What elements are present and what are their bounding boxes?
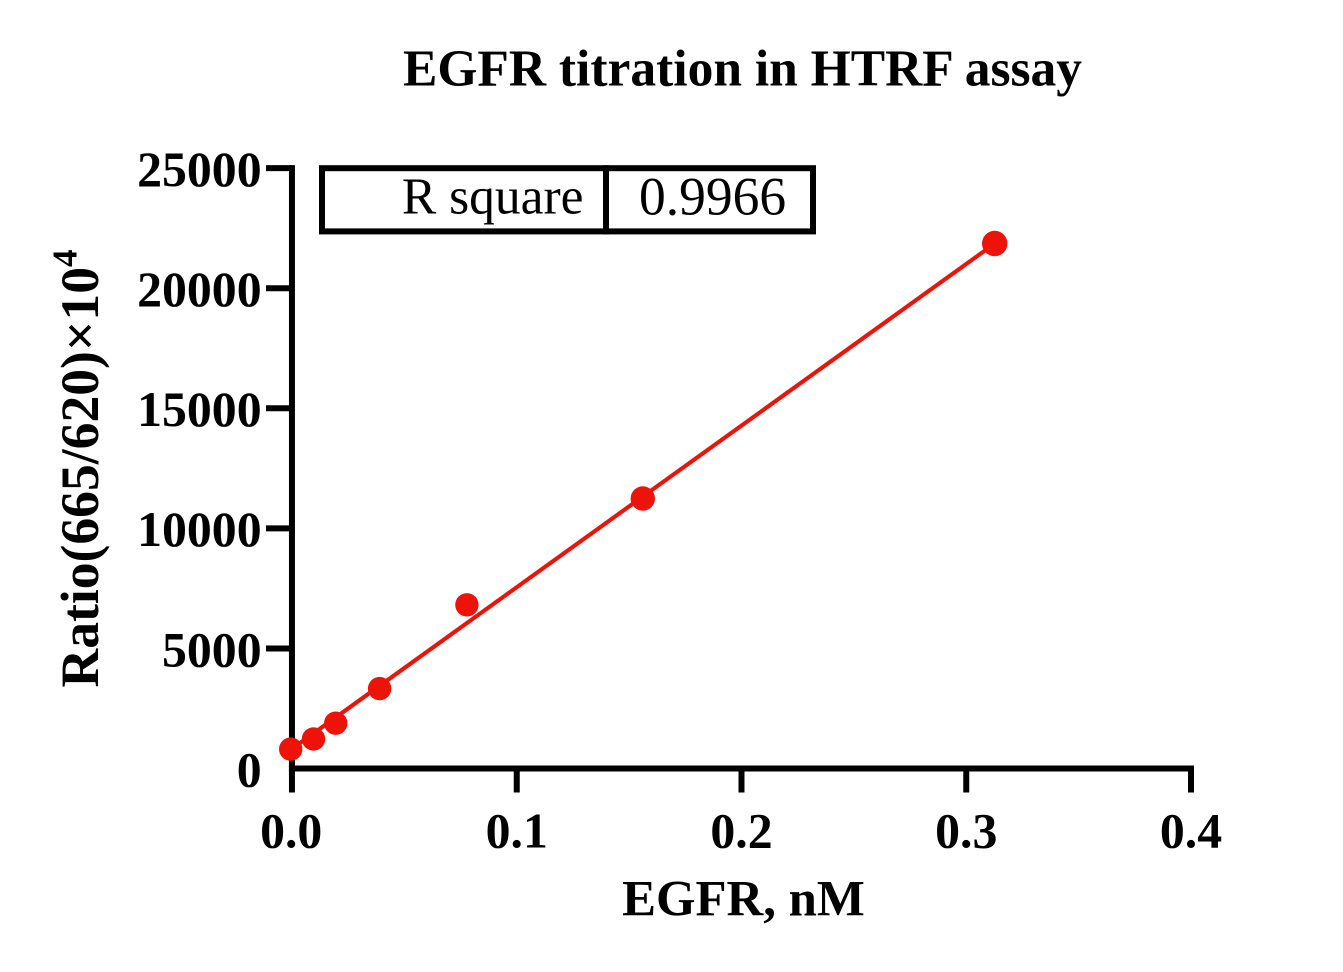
svg-text:0.4: 0.4	[1160, 803, 1222, 858]
svg-text:0.2: 0.2	[710, 803, 772, 858]
svg-text:20000: 20000	[137, 262, 262, 317]
svg-text:R square: R square	[402, 169, 584, 226]
svg-text:10000: 10000	[137, 502, 262, 557]
svg-text:EGFR titration in HTRF assay: EGFR titration in HTRF assay	[403, 40, 1082, 97]
svg-text:15000: 15000	[137, 382, 262, 437]
svg-text:0.3: 0.3	[935, 803, 997, 858]
svg-text:0.0: 0.0	[260, 803, 322, 858]
svg-text:0.1: 0.1	[486, 803, 548, 858]
svg-text:Ratio(665/620)×104: Ratio(665/620)×104	[46, 249, 111, 687]
svg-text:5000: 5000	[162, 622, 262, 677]
svg-text:0: 0	[237, 742, 262, 797]
svg-text:EGFR, nM: EGFR, nM	[622, 871, 865, 927]
svg-text:25000: 25000	[137, 142, 262, 197]
svg-text:0.9966: 0.9966	[639, 167, 786, 227]
